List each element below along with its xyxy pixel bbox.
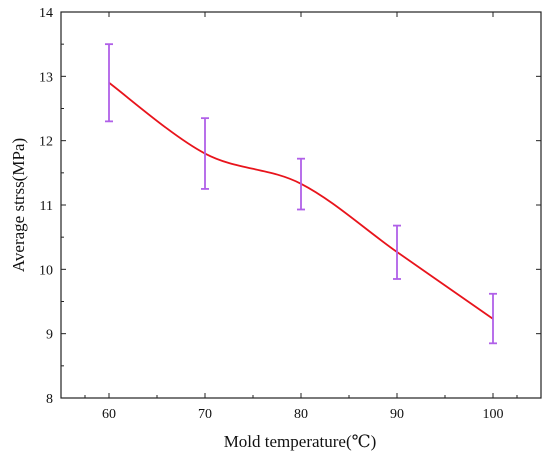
x-axis-ticks: 60 70 80 90 100: [84, 12, 518, 422]
x-tick-label: 90: [390, 407, 404, 422]
x-tick-label: 100: [483, 407, 504, 422]
y-axis-ticks: 8 9 10 11 12 13 14: [39, 6, 541, 407]
y-tick-label: 13: [39, 70, 53, 85]
x-axis-title: Mold temperature(℃): [224, 432, 377, 451]
y-tick-label: 10: [39, 263, 53, 278]
x-tick-label: 80: [294, 407, 308, 422]
y-tick-label: 8: [46, 392, 53, 407]
x-tick-label: 60: [102, 407, 116, 422]
error-bars: [105, 43, 497, 345]
y-tick-label: 12: [39, 135, 53, 150]
y-tick-label: 14: [39, 6, 53, 21]
y-tick-label: 11: [40, 199, 53, 214]
y-tick-label: 9: [46, 328, 53, 343]
y-axis-title: Average strss(MPa): [9, 138, 28, 272]
x-tick-label: 70: [198, 407, 212, 422]
